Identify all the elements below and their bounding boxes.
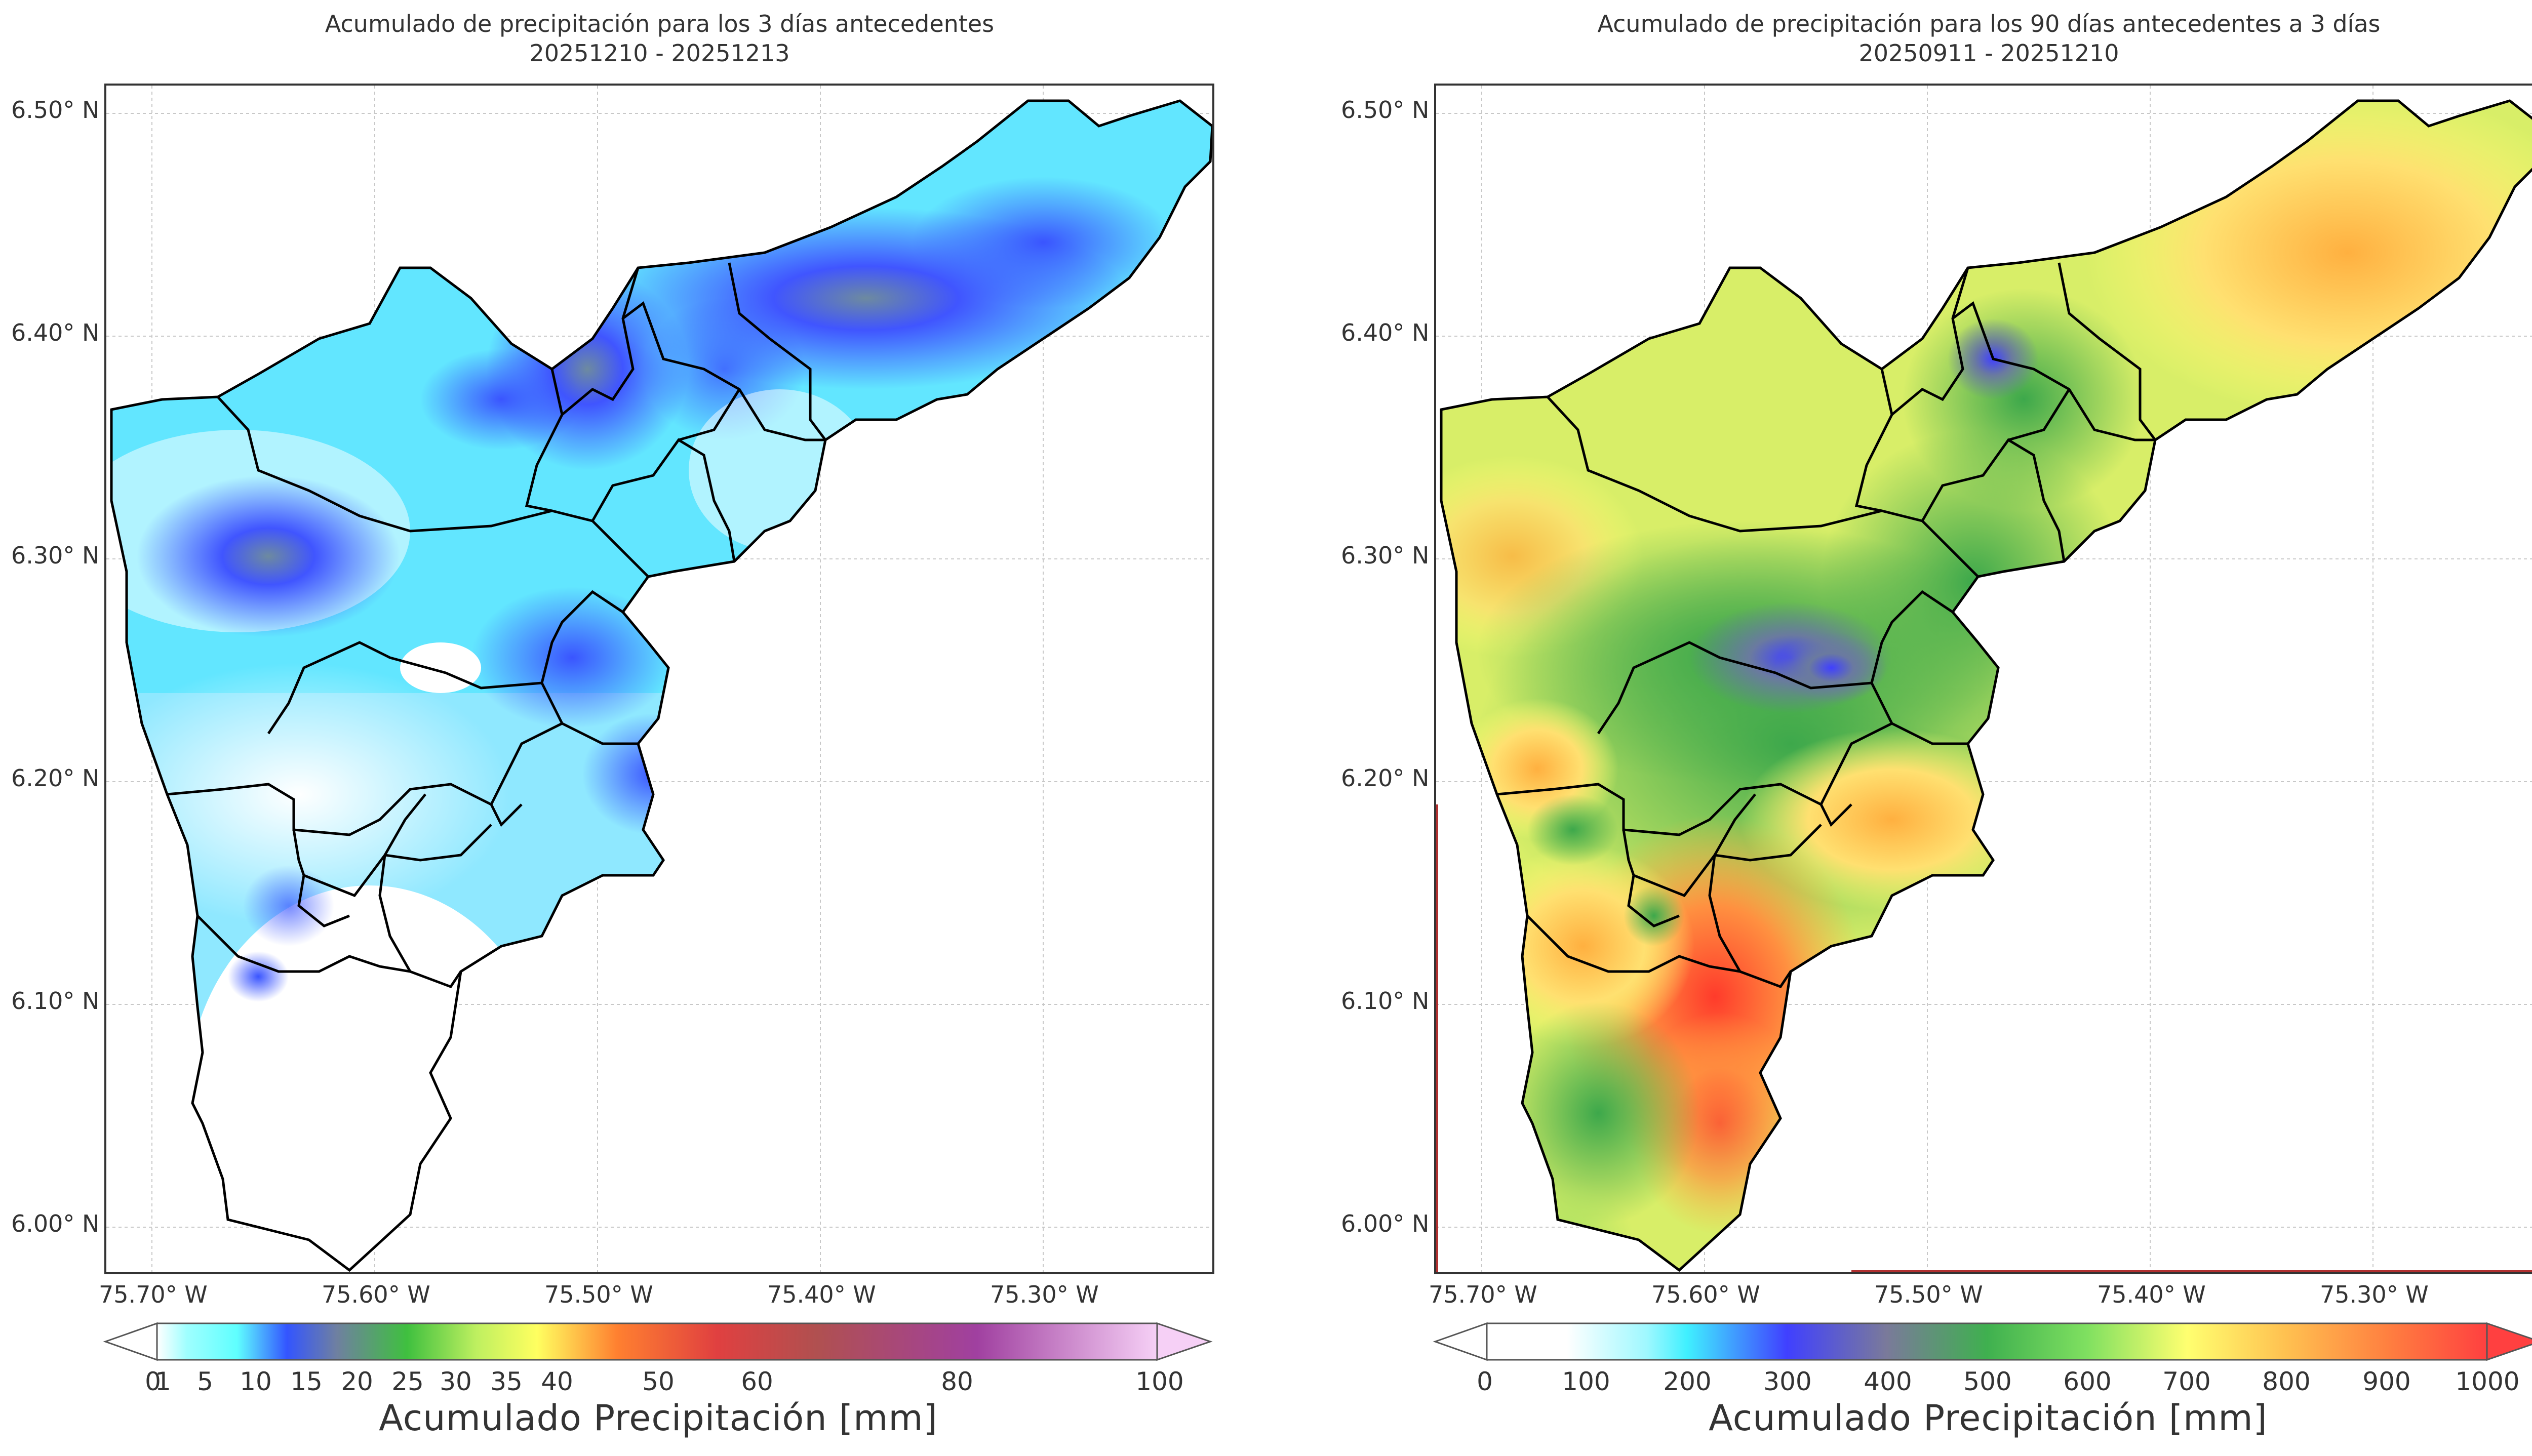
- right-precip-field: [1441, 101, 2532, 1270]
- right-colorbar-label: Acumulado Precipitación [mm]: [1709, 1397, 2268, 1439]
- right-lon-label: 75.40° W: [2097, 1281, 2206, 1308]
- left-cb-tick: 30: [440, 1367, 472, 1396]
- left-cb-tick: 15: [290, 1367, 323, 1396]
- left-cb-tick: 80: [941, 1367, 973, 1396]
- left-precip-field: [111, 101, 1212, 1270]
- left-lat-label: 6.20° N: [11, 764, 100, 792]
- right-cb-tick: 300: [1763, 1367, 1812, 1396]
- left-lat-label: 6.50° N: [11, 96, 100, 124]
- left-lon-label: 75.50° W: [544, 1281, 653, 1308]
- right-cb-tick: 900: [2362, 1367, 2411, 1396]
- left-cb-tick: 60: [741, 1367, 773, 1396]
- left-cb-tick: 35: [490, 1367, 523, 1396]
- right-cb-tick: 1000: [2455, 1367, 2520, 1396]
- right-cb-tick: 800: [2262, 1367, 2311, 1396]
- right-cb-tick: 700: [2162, 1367, 2211, 1396]
- left-cb-tick: 100: [1135, 1367, 1184, 1396]
- right-lon-label: 75.70° W: [1429, 1281, 1537, 1308]
- left-cb-tick: 25: [391, 1367, 424, 1396]
- left-cb-tick: 20: [341, 1367, 373, 1396]
- left-map-svg: [106, 86, 1212, 1272]
- left-title-line2: 20251210 - 20251213: [529, 39, 790, 67]
- right-lat-label: 6.10° N: [1341, 987, 1430, 1015]
- left-map-title: Acumulado de precipitación para los 3 dí…: [106, 9, 1213, 68]
- right-cb-tick: 600: [2063, 1367, 2112, 1396]
- right-map-frame[interactable]: [1434, 84, 2532, 1274]
- right-lon-label: 75.30° W: [2320, 1281, 2429, 1308]
- left-lon-label: 75.30° W: [990, 1281, 1099, 1308]
- left-lat-label: 6.40° N: [11, 319, 100, 346]
- right-cb-tick: 200: [1663, 1367, 1712, 1396]
- right-outer-boundary: [1440, 99, 2532, 1272]
- left-internal-boundaries: [167, 262, 826, 989]
- right-lat-label: 6.00° N: [1341, 1210, 1430, 1237]
- left-outer-boundary: [110, 99, 1212, 1272]
- right-lat-label: 6.20° N: [1341, 764, 1430, 792]
- left-cb-tick: 10: [240, 1367, 272, 1396]
- right-colorbar: [1433, 1322, 2532, 1361]
- left-title-line1: Acumulado de precipitación para los 3 dí…: [325, 10, 995, 37]
- left-lat-label: 6.30° N: [11, 542, 100, 569]
- left-map-frame[interactable]: [104, 84, 1214, 1274]
- left-lon-label: 75.60° W: [322, 1281, 430, 1308]
- left-cb-tick: 5: [197, 1367, 213, 1396]
- right-cb-tick: 0: [1477, 1367, 1493, 1396]
- left-cb-tick: 40: [541, 1367, 573, 1396]
- right-map-svg: [1436, 86, 2532, 1272]
- left-lon-label: 75.70° W: [99, 1281, 208, 1308]
- left-colorbar: [103, 1322, 1213, 1361]
- left-lon-label: 75.40° W: [767, 1281, 876, 1308]
- left-cb-tick: 0: [145, 1367, 161, 1396]
- right-lon-label: 75.50° W: [1874, 1281, 1983, 1308]
- right-lat-label: 6.40° N: [1341, 319, 1430, 346]
- right-title-line1: Acumulado de precipitación para los 90 d…: [1597, 10, 2381, 37]
- right-lat-label: 6.50° N: [1341, 96, 1430, 124]
- left-lat-label: 6.10° N: [11, 987, 100, 1015]
- right-cb-tick: 400: [1864, 1367, 1912, 1396]
- left-colorbar-label: Acumulado Precipitación [mm]: [379, 1397, 938, 1439]
- left-lat-label: 6.00° N: [11, 1210, 100, 1237]
- left-cb-tick: 50: [642, 1367, 675, 1396]
- right-lat-label: 6.30° N: [1341, 542, 1430, 569]
- right-map-title: Acumulado de precipitación para los 90 d…: [1436, 9, 2532, 68]
- right-lon-label: 75.60° W: [1651, 1281, 1760, 1308]
- left-cb-tick: 1: [155, 1367, 171, 1396]
- right-title-line2: 20250911 - 20251210: [1858, 39, 2119, 67]
- right-internal-boundaries: [1496, 262, 2156, 989]
- right-cb-tick: 500: [1963, 1367, 2012, 1396]
- right-cb-tick: 100: [1562, 1367, 1610, 1396]
